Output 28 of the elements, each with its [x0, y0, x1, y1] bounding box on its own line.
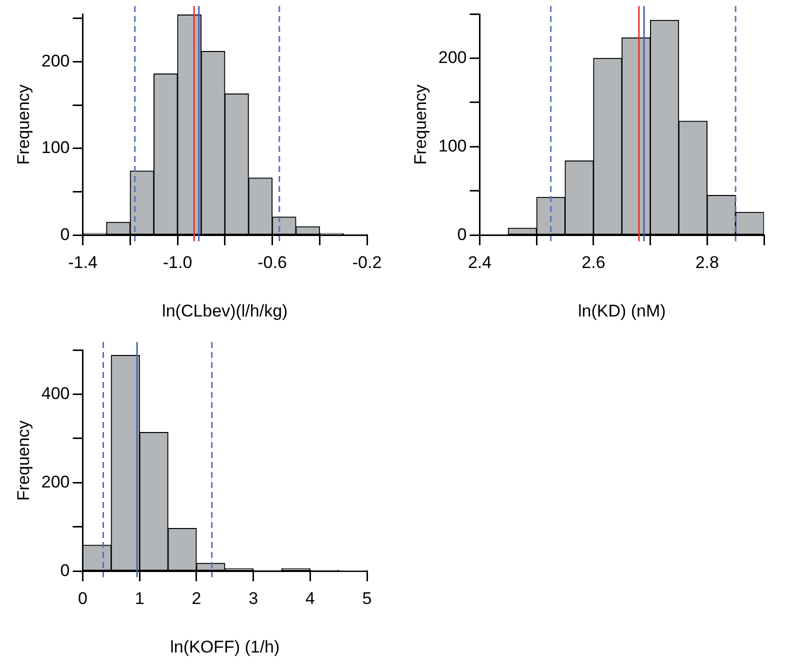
- x-tick-label: 2.4: [468, 253, 492, 272]
- x-tick-label: 3: [248, 589, 258, 608]
- y-tick-label: 200: [41, 472, 70, 492]
- y-tick-label: 400: [41, 384, 70, 403]
- y-tick-label: 100: [41, 138, 70, 158]
- x-axis-title: ln(CLbev)(l/h/kg): [162, 301, 288, 320]
- x-tick-label: 2: [192, 589, 202, 608]
- y-axis-title: Frequency: [410, 84, 430, 165]
- x-tick-label: -1.0: [162, 253, 192, 272]
- x-tick-label: 2.8: [695, 253, 719, 272]
- x-tick-label: 5: [362, 589, 372, 608]
- y-tick-label: 0: [60, 560, 70, 580]
- y-axis-title: Frequency: [14, 420, 33, 501]
- x-tick-label: 4: [305, 589, 315, 608]
- x-tick-label: -1.4: [68, 253, 98, 272]
- x-axis-title: ln(KOFF) (1/h): [170, 637, 280, 656]
- y-tick-label: 200: [438, 48, 467, 67]
- y-tick-label: 100: [438, 136, 467, 156]
- y-tick-label: 0: [457, 224, 467, 244]
- x-tick-label: -0.2: [352, 253, 382, 272]
- x-tick-label: 2.6: [582, 253, 606, 272]
- x-axis-title: ln(KD) (nM): [578, 301, 666, 320]
- y-tick-label: 200: [41, 51, 70, 70]
- x-tick-label: 0: [78, 589, 88, 608]
- x-tick-label: -0.6: [258, 253, 287, 272]
- y-tick-label: 0: [60, 224, 70, 244]
- y-axis-title: Frequency: [14, 84, 33, 165]
- x-tick-label: 1: [134, 589, 144, 608]
